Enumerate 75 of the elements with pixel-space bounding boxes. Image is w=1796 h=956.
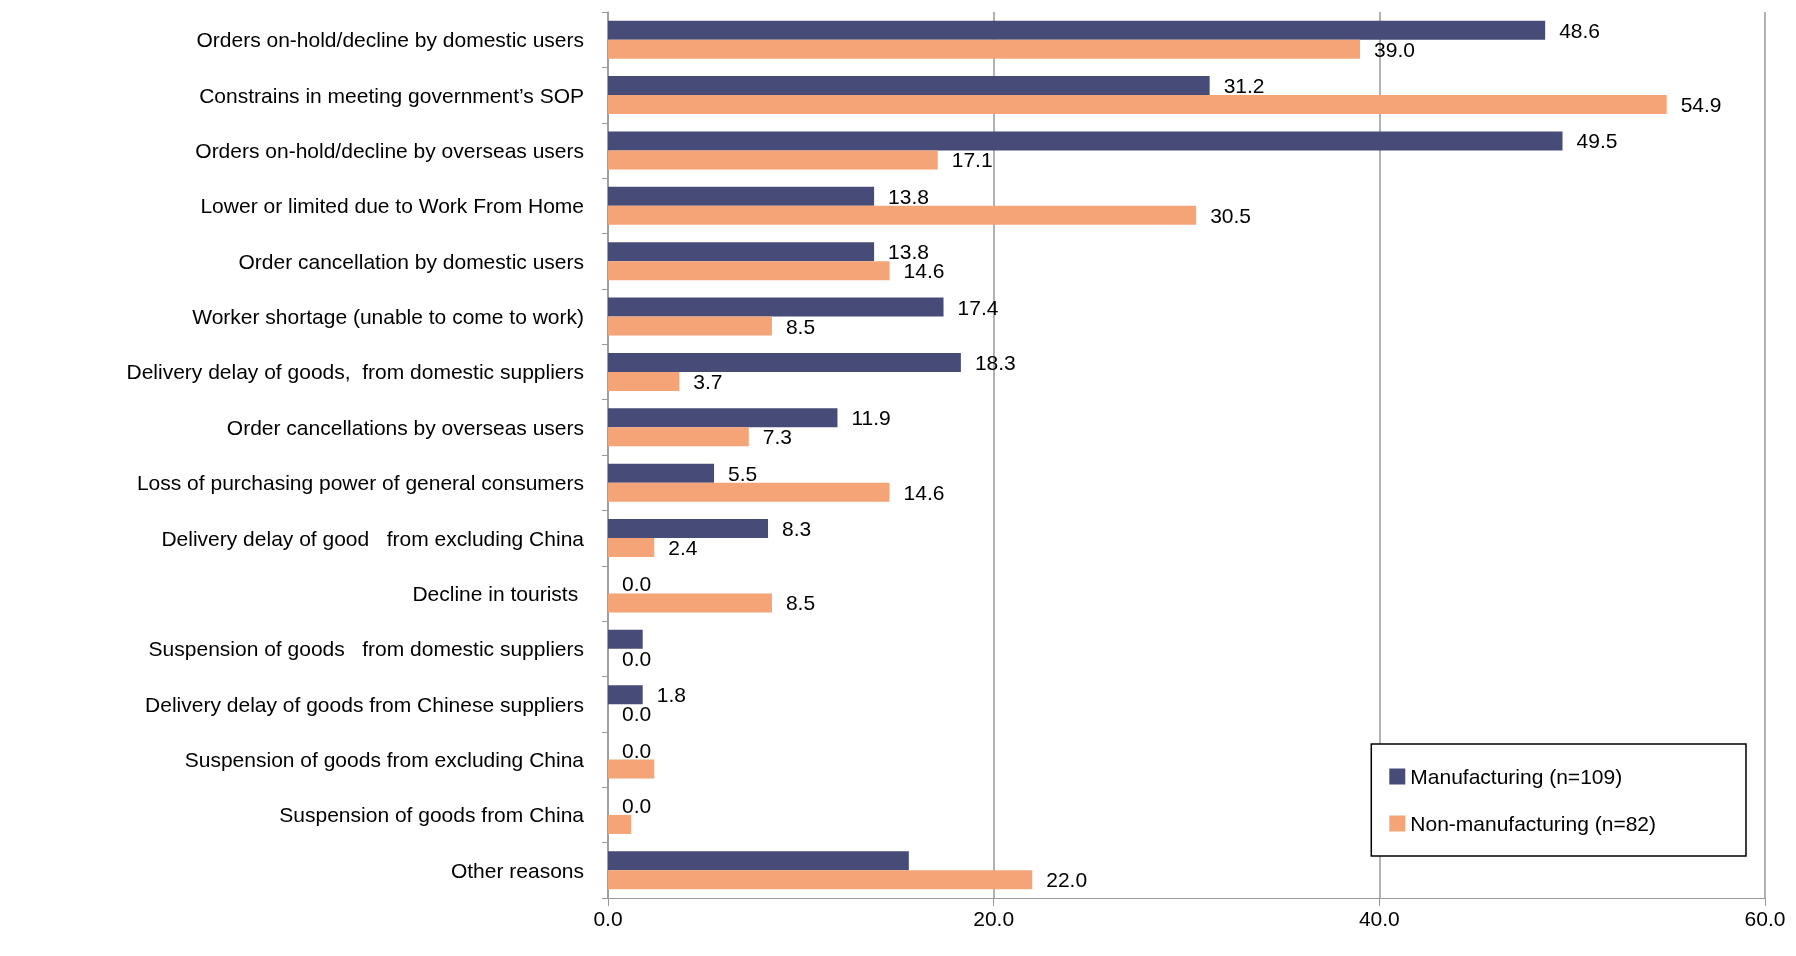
bar xyxy=(608,851,909,871)
y-tick-label: Suspension of goods from excluding China xyxy=(184,748,585,772)
y-tick-label: Order cancellation by domestic users xyxy=(238,249,584,273)
bar xyxy=(608,20,1546,40)
x-tick-label: 20.0 xyxy=(973,907,1015,930)
y-tick-label: Order cancellations by overseas users xyxy=(226,415,584,439)
data-label: 3.7 xyxy=(693,369,723,393)
bar xyxy=(608,759,655,779)
y-tick-label: Orders on-hold/decline by domestic users xyxy=(196,28,584,52)
x-tick-label: 60.0 xyxy=(1744,907,1786,930)
data-label: 11.9 xyxy=(851,406,891,430)
bar xyxy=(608,150,938,170)
data-label: 8.5 xyxy=(785,591,816,615)
data-label: 18.3 xyxy=(974,350,1016,374)
data-label: 8.3 xyxy=(782,517,812,541)
bar xyxy=(608,297,944,317)
bar xyxy=(608,482,890,502)
y-tick-label: Orders on-hold/decline by overseas users xyxy=(195,138,584,162)
data-label: 8.5 xyxy=(785,314,816,338)
data-label: 5.5 xyxy=(728,461,758,485)
y-tick-label: Delivery delay of goods, from domestic suppliers xyxy=(126,360,584,384)
y-tick-label: Suspension of goods from domestic suppliers xyxy=(148,637,584,661)
data-label: 17.4 xyxy=(957,295,999,319)
y-tick-label: Delivery delay of goods from Chinese suppliers xyxy=(145,692,584,716)
data-label: 14.6 xyxy=(903,480,945,504)
bar xyxy=(608,593,772,613)
data-label: 30.5 xyxy=(1210,203,1252,227)
data-label: 2.4 xyxy=(668,536,698,560)
data-label: 48.6 xyxy=(1559,18,1601,42)
y-tick-label: Delivery delay of good from excluding China xyxy=(161,526,585,550)
data-label: 13.8 xyxy=(888,184,929,208)
legend-label: Non-manufacturing (n=82) xyxy=(1410,812,1656,835)
data-label: 17.1 xyxy=(951,148,993,172)
y-tick-label: Lower or limited due to Work From Home xyxy=(200,194,584,218)
bar xyxy=(608,629,643,649)
bar xyxy=(608,39,1361,59)
legend-label: Manufacturing (n=109) xyxy=(1410,765,1623,788)
y-tick-label: Decline in tourists xyxy=(412,581,584,605)
x-tick-label: 0.0 xyxy=(593,907,623,930)
bar xyxy=(608,519,769,539)
bar xyxy=(608,538,655,558)
data-label: 49.5 xyxy=(1576,129,1618,153)
data-label: 7.3 xyxy=(762,425,792,449)
bar xyxy=(608,427,749,447)
bar xyxy=(608,408,838,428)
y-tick-label: Other reasons xyxy=(450,858,584,882)
data-label: 0.0 xyxy=(622,646,652,670)
y-tick-label: Suspension of goods from China xyxy=(279,803,585,827)
data-label: 0.0 xyxy=(622,702,652,726)
data-label: 31.2 xyxy=(1223,74,1265,98)
data-label: 0.0 xyxy=(622,738,652,762)
bar xyxy=(608,463,715,483)
bar xyxy=(608,316,772,336)
bar xyxy=(608,95,1667,115)
bar xyxy=(608,205,1197,225)
bar xyxy=(608,870,1033,890)
data-label: 0.0 xyxy=(622,793,652,817)
bar xyxy=(608,186,875,206)
bar xyxy=(608,371,680,391)
data-label: 22.0 xyxy=(1046,868,1088,892)
bar xyxy=(608,685,643,705)
bar xyxy=(608,76,1210,96)
data-label: 54.9 xyxy=(1680,93,1722,117)
data-label: 1.8 xyxy=(656,683,686,707)
bar xyxy=(608,352,961,372)
y-tick-label: Constrains in meeting government’s SOP xyxy=(199,83,584,107)
bar xyxy=(608,261,890,281)
data-label: 39.0 xyxy=(1374,37,1415,61)
bar xyxy=(608,814,632,834)
y-tick-label: Worker shortage (unable to come to work) xyxy=(192,305,584,329)
x-tick-label: 40.0 xyxy=(1358,907,1400,930)
bar xyxy=(608,242,875,262)
y-tick-label: Loss of purchasing power of general consumers xyxy=(136,471,584,495)
bar xyxy=(608,131,1563,151)
data-label: 0.0 xyxy=(622,572,652,596)
